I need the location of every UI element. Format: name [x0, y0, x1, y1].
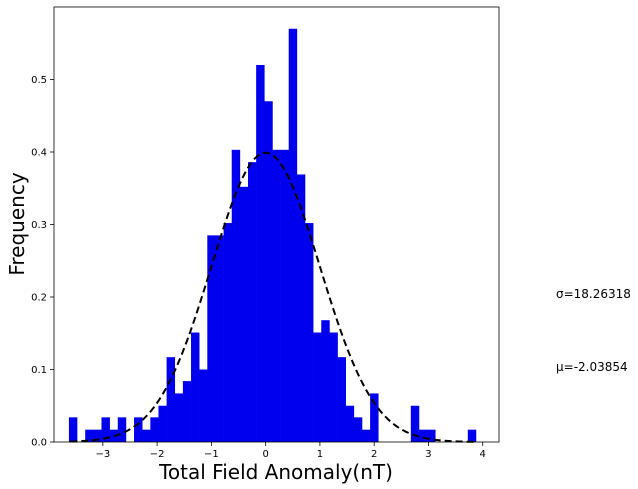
histogram-bar	[418, 429, 428, 442]
histogram-bar	[93, 429, 102, 442]
histogram-bar	[134, 417, 143, 442]
x-tick-label: 3	[425, 449, 431, 460]
histogram-bar	[353, 417, 363, 442]
histogram-bar	[215, 235, 224, 442]
histogram-bar	[85, 429, 94, 442]
histogram-bar	[288, 28, 298, 442]
sigma-annotation: σ=18.26318	[556, 287, 631, 301]
histogram-bar	[166, 357, 176, 442]
y-tick-label: 0.1	[31, 365, 47, 376]
histogram-bar	[68, 417, 78, 442]
y-tick-label: 0.3	[31, 220, 47, 231]
histogram-bar	[174, 393, 184, 442]
x-axis-ticks: −3 −2 −1 0 1 2 3 4	[95, 442, 486, 460]
y-axis-ticks: 0.0 0.1 0.2 0.3 0.4 0.5	[31, 75, 54, 449]
x-tick-label: 0	[262, 449, 268, 460]
histogram-bar	[256, 65, 265, 442]
histogram-bar	[329, 332, 338, 442]
histogram-bar	[345, 405, 355, 442]
y-tick-label: 0.5	[31, 75, 47, 86]
normal-fit-curve	[70, 151, 478, 443]
histogram-bar	[272, 149, 281, 442]
histogram-bar	[467, 429, 477, 442]
histogram-bar	[182, 381, 192, 442]
y-tick-label: 0.2	[31, 293, 47, 304]
x-tick-label: 4	[480, 449, 486, 460]
histogram-bar	[248, 162, 257, 442]
histogram-bar	[223, 223, 233, 442]
histogram-bar	[199, 369, 208, 442]
histogram-bars	[68, 28, 477, 442]
histogram-bar	[313, 332, 322, 442]
mu-annotation: μ=-2.03854	[556, 360, 628, 374]
x-axis-label: Total Field Anomaly(nT)	[158, 460, 393, 484]
histogram-bar	[117, 417, 127, 442]
x-tick-label: −3	[95, 449, 110, 460]
histogram-bar	[427, 429, 436, 442]
histogram-bar	[142, 429, 151, 442]
x-tick-label: 1	[317, 449, 323, 460]
histogram-bar	[410, 405, 420, 442]
histogram-bar	[207, 235, 216, 442]
histogram-bar	[280, 149, 290, 442]
histogram-bar	[264, 101, 273, 442]
histogram-bar	[321, 320, 330, 442]
histogram-bar	[101, 417, 110, 442]
y-tick-label: 0.4	[31, 148, 47, 159]
histogram-bar	[231, 149, 241, 442]
y-axis-label: Frequency	[5, 172, 29, 275]
histogram-bar	[191, 332, 200, 442]
histogram-bar	[304, 223, 314, 442]
histogram-bar	[150, 417, 159, 442]
histogram-bar	[296, 174, 306, 442]
histogram-bar	[239, 186, 249, 442]
y-tick-label: 0.0	[31, 438, 47, 449]
histogram-bar	[370, 393, 379, 442]
histogram-bar	[158, 405, 167, 442]
histogram-bar	[361, 429, 371, 442]
x-tick-label: −1	[204, 449, 219, 460]
x-tick-label: 2	[371, 449, 377, 460]
histogram-bar	[337, 357, 346, 442]
x-tick-label: −2	[150, 449, 165, 460]
